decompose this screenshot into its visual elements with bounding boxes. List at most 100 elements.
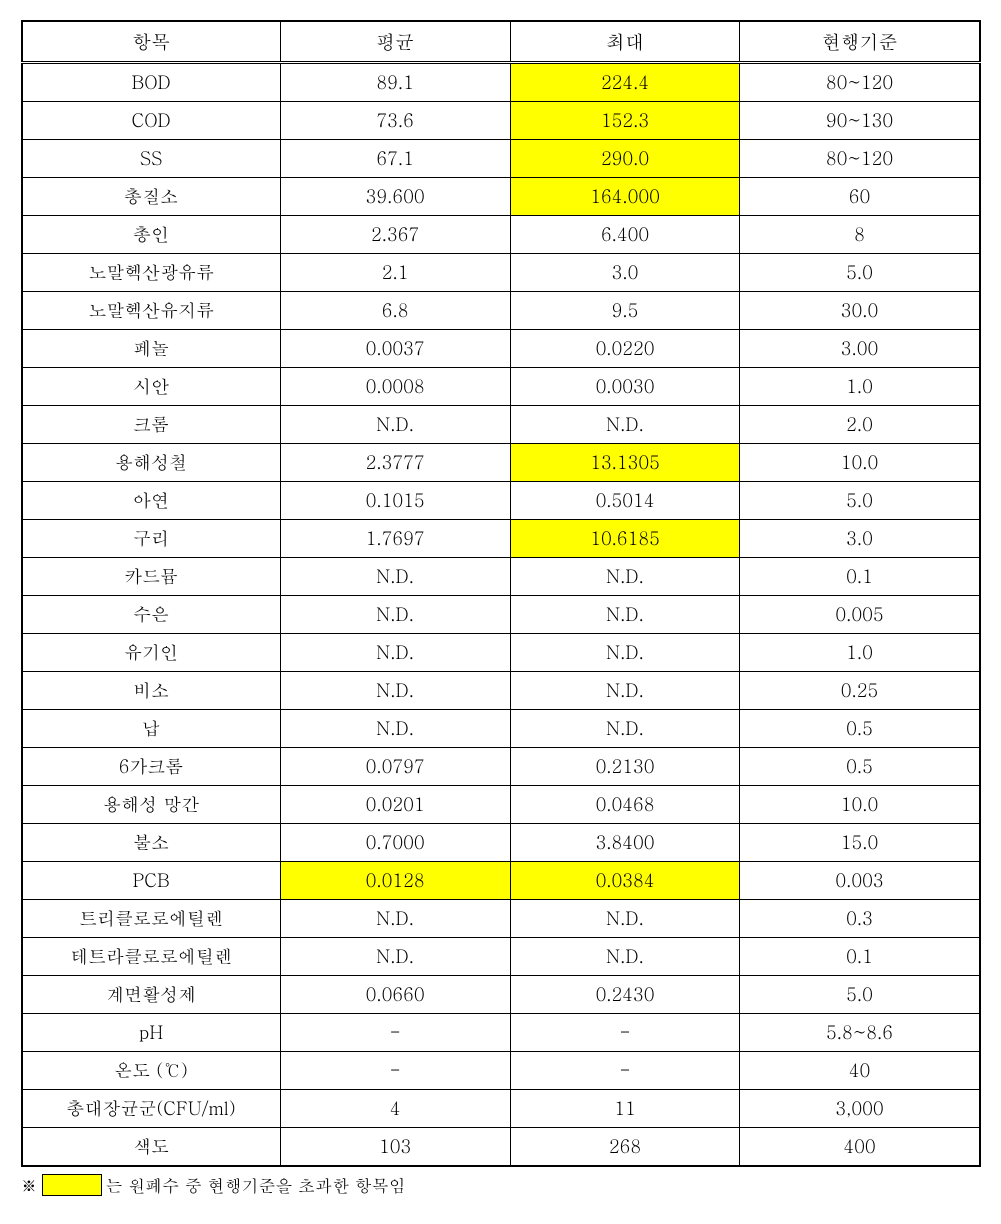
cell-item: 6가크롬 bbox=[22, 748, 281, 786]
cell-max: N.D. bbox=[510, 938, 740, 976]
col-header-max: 최대 bbox=[510, 21, 740, 63]
legend-highlight-box bbox=[42, 1174, 102, 1196]
cell-max: 0.2130 bbox=[510, 748, 740, 786]
cell-std: 1.0 bbox=[740, 368, 980, 406]
cell-avg: 67.1 bbox=[280, 140, 510, 178]
table-row: 총질소39.600164.00060 bbox=[22, 178, 980, 216]
col-header-std: 현행기준 bbox=[740, 21, 980, 63]
cell-item: SS bbox=[22, 140, 281, 178]
cell-item: 용해성철 bbox=[22, 444, 281, 482]
cell-item: 노말헥산유지류 bbox=[22, 292, 281, 330]
cell-avg: 73.6 bbox=[280, 102, 510, 140]
cell-item: COD bbox=[22, 102, 281, 140]
table-row: SS67.1290.080~120 bbox=[22, 140, 980, 178]
table-row: 크롬N.D.N.D.2.0 bbox=[22, 406, 980, 444]
cell-avg: - bbox=[280, 1052, 510, 1090]
table-row: 총인2.3676.4008 bbox=[22, 216, 980, 254]
cell-avg: 0.1015 bbox=[280, 482, 510, 520]
cell-max: N.D. bbox=[510, 672, 740, 710]
cell-std: 80~120 bbox=[740, 63, 980, 102]
cell-max: N.D. bbox=[510, 634, 740, 672]
table-row: 테트라클로로에틸렌N.D.N.D.0.1 bbox=[22, 938, 980, 976]
cell-item: PCB bbox=[22, 862, 281, 900]
cell-item: 계면활성제 bbox=[22, 976, 281, 1014]
cell-item: 카드뮴 bbox=[22, 558, 281, 596]
cell-max: 0.0384 bbox=[510, 862, 740, 900]
cell-std: 15.0 bbox=[740, 824, 980, 862]
cell-std: 0.3 bbox=[740, 900, 980, 938]
cell-avg: N.D. bbox=[280, 900, 510, 938]
cell-avg: N.D. bbox=[280, 938, 510, 976]
cell-std: 3,000 bbox=[740, 1090, 980, 1128]
table-row: pH--5.8~8.6 bbox=[22, 1014, 980, 1052]
cell-max: 13.1305 bbox=[510, 444, 740, 482]
cell-avg: 1.7697 bbox=[280, 520, 510, 558]
table-row: 노말헥산유지류6.89.530.0 bbox=[22, 292, 980, 330]
cell-item: 노말헥산광유류 bbox=[22, 254, 281, 292]
table-row: 6가크롬0.07970.21300.5 bbox=[22, 748, 980, 786]
cell-max: 0.0220 bbox=[510, 330, 740, 368]
cell-max: N.D. bbox=[510, 710, 740, 748]
table-row: 비소N.D.N.D.0.25 bbox=[22, 672, 980, 710]
footnote-prefix: ※ bbox=[21, 1173, 38, 1197]
cell-max: N.D. bbox=[510, 406, 740, 444]
table-row: 카드뮴N.D.N.D.0.1 bbox=[22, 558, 980, 596]
cell-std: 0.1 bbox=[740, 938, 980, 976]
table-row: COD73.6152.390~130 bbox=[22, 102, 980, 140]
cell-std: 0.1 bbox=[740, 558, 980, 596]
table-row: 색도103268400 bbox=[22, 1128, 980, 1167]
table-row: PCB0.01280.03840.003 bbox=[22, 862, 980, 900]
cell-std: 10.0 bbox=[740, 444, 980, 482]
cell-avg: 0.0201 bbox=[280, 786, 510, 824]
cell-item: 아연 bbox=[22, 482, 281, 520]
col-header-avg: 평균 bbox=[280, 21, 510, 63]
cell-avg: 4 bbox=[280, 1090, 510, 1128]
cell-max: 3.0 bbox=[510, 254, 740, 292]
cell-avg: 0.0660 bbox=[280, 976, 510, 1014]
cell-max: 290.0 bbox=[510, 140, 740, 178]
cell-avg: 0.0128 bbox=[280, 862, 510, 900]
cell-avg: 89.1 bbox=[280, 63, 510, 102]
cell-std: 0.003 bbox=[740, 862, 980, 900]
cell-item: 불소 bbox=[22, 824, 281, 862]
cell-avg: N.D. bbox=[280, 634, 510, 672]
cell-std: 5.8~8.6 bbox=[740, 1014, 980, 1052]
cell-avg: N.D. bbox=[280, 406, 510, 444]
cell-avg: 0.0008 bbox=[280, 368, 510, 406]
cell-item: 납 bbox=[22, 710, 281, 748]
table-row: 수은N.D.N.D.0.005 bbox=[22, 596, 980, 634]
table-row: 구리1.769710.61853.0 bbox=[22, 520, 980, 558]
cell-item: 색도 bbox=[22, 1128, 281, 1167]
cell-max: 268 bbox=[510, 1128, 740, 1167]
cell-std: 0.25 bbox=[740, 672, 980, 710]
cell-std: 400 bbox=[740, 1128, 980, 1167]
cell-item: BOD bbox=[22, 63, 281, 102]
table-row: 온도 (℃)--40 bbox=[22, 1052, 980, 1090]
cell-std: 8 bbox=[740, 216, 980, 254]
cell-max: N.D. bbox=[510, 596, 740, 634]
cell-std: 3.0 bbox=[740, 520, 980, 558]
cell-item: 온도 (℃) bbox=[22, 1052, 281, 1090]
cell-avg: 0.7000 bbox=[280, 824, 510, 862]
cell-max: N.D. bbox=[510, 558, 740, 596]
cell-max: 164.000 bbox=[510, 178, 740, 216]
cell-avg: N.D. bbox=[280, 672, 510, 710]
table-row: 계면활성제0.06600.24305.0 bbox=[22, 976, 980, 1014]
cell-item: 수은 bbox=[22, 596, 281, 634]
cell-max: 9.5 bbox=[510, 292, 740, 330]
table-body: BOD89.1224.480~120COD73.6152.390~130SS67… bbox=[22, 63, 980, 1167]
cell-item: 총인 bbox=[22, 216, 281, 254]
cell-avg: 2.3777 bbox=[280, 444, 510, 482]
cell-avg: 2.1 bbox=[280, 254, 510, 292]
table-row: 불소0.70003.840015.0 bbox=[22, 824, 980, 862]
cell-max: 11 bbox=[510, 1090, 740, 1128]
cell-max: 0.5014 bbox=[510, 482, 740, 520]
cell-avg: N.D. bbox=[280, 596, 510, 634]
table-row: 유기인N.D.N.D.1.0 bbox=[22, 634, 980, 672]
cell-item: 용해성 망간 bbox=[22, 786, 281, 824]
cell-max: 0.0030 bbox=[510, 368, 740, 406]
cell-max: 152.3 bbox=[510, 102, 740, 140]
cell-max: 3.8400 bbox=[510, 824, 740, 862]
cell-std: 0.005 bbox=[740, 596, 980, 634]
cell-max: 10.6185 bbox=[510, 520, 740, 558]
